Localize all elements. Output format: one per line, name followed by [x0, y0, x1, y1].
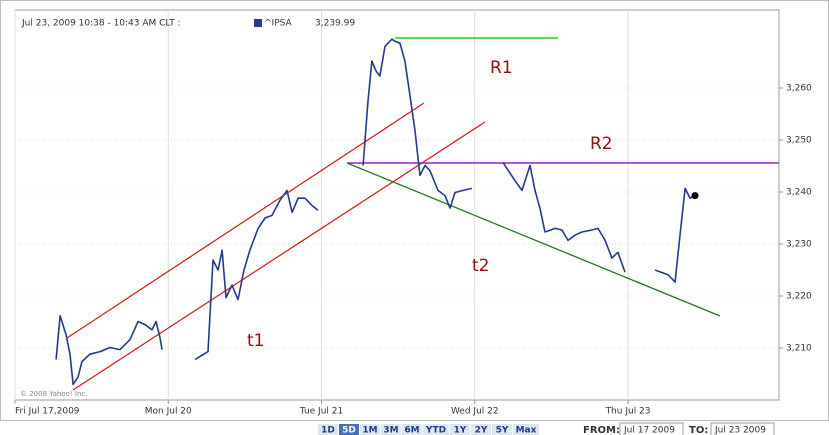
- price-line: [55, 38, 696, 386]
- range-button[interactable]: [339, 424, 359, 435]
- legend-swatch: [254, 19, 262, 27]
- range-button-label[interactable]: 3M: [383, 426, 398, 435]
- to-label: TO:: [689, 425, 708, 435]
- range-button-label[interactable]: 5D: [342, 426, 356, 435]
- range-button[interactable]: [381, 424, 401, 435]
- annotation: R2: [590, 134, 613, 154]
- range-button[interactable]: [492, 424, 512, 435]
- range-button[interactable]: [318, 424, 338, 435]
- x-tick-label: Tue Jul 21: [299, 407, 343, 417]
- t2-line: [346, 162, 721, 317]
- y-tick-label: 3,250: [786, 136, 812, 146]
- x-tick-label: Wed Jul 22: [451, 407, 499, 417]
- y-tick-label: 3,230: [786, 240, 812, 250]
- to-input[interactable]: [710, 422, 775, 435]
- x-tick-label: Thu Jul 23: [605, 407, 651, 417]
- range-button-label[interactable]: 1Y: [454, 426, 467, 435]
- range-button-label[interactable]: 6M: [404, 426, 419, 435]
- annotation: t2: [472, 256, 489, 276]
- plot: [55, 38, 699, 386]
- grid: 3,210 3,220 3,230 3,240 3,250 3,260 Fri Jul 17…: [14, 10, 812, 417]
- copyright: © 2008 Yahoo! Inc.: [20, 390, 87, 398]
- channel-lower: [72, 121, 486, 391]
- from-input[interactable]: [619, 422, 684, 435]
- y-tick-label: 3,240: [786, 188, 812, 198]
- range-button-label[interactable]: YTD: [425, 426, 446, 435]
- range-button[interactable]: [450, 424, 470, 435]
- range-button[interactable]: [471, 424, 491, 435]
- to-value[interactable]: Jul 23 2009: [714, 426, 766, 435]
- x-tick-label: Fri Jul 17,2009: [15, 407, 80, 417]
- range-button[interactable]: [423, 424, 449, 435]
- range-button-label[interactable]: 5Y: [496, 426, 509, 435]
- annotations: R1 R2 t1 t2: [66, 37, 779, 391]
- last-point: [691, 192, 699, 200]
- chart-frame: [0, 0, 829, 421]
- legend-value: 3,239.99: [315, 19, 355, 29]
- range-button[interactable]: [360, 424, 380, 435]
- annotation: t1: [247, 331, 264, 351]
- chart-header: Jul 23, 2009 10:38 - 10:43 AM CLT :: [21, 19, 181, 29]
- from-label: FROM:: [583, 425, 620, 435]
- y-tick-label: 3,210: [786, 344, 812, 354]
- annotation: R1: [490, 58, 513, 78]
- range-button[interactable]: [513, 424, 539, 435]
- toolbar: 1D 5D 1M 3M 6M YTD 1Y 2Y 5Y Max FROM: Jul 17 2009 TO…: [318, 422, 775, 435]
- range-button[interactable]: [402, 424, 422, 435]
- from-value[interactable]: Jul 17 2009: [623, 426, 675, 435]
- x-tick-label: Mon Jul 20: [145, 407, 192, 417]
- y-tick-label: 3,220: [786, 292, 812, 302]
- range-button-label[interactable]: 1D: [321, 426, 335, 435]
- range-button-label[interactable]: 1M: [362, 426, 377, 435]
- range-button-label[interactable]: 2Y: [475, 426, 488, 435]
- range-button-label[interactable]: Max: [516, 426, 537, 435]
- y-tick-label: 3,260: [786, 84, 812, 94]
- legend-label: ^IPSA: [264, 19, 293, 29]
